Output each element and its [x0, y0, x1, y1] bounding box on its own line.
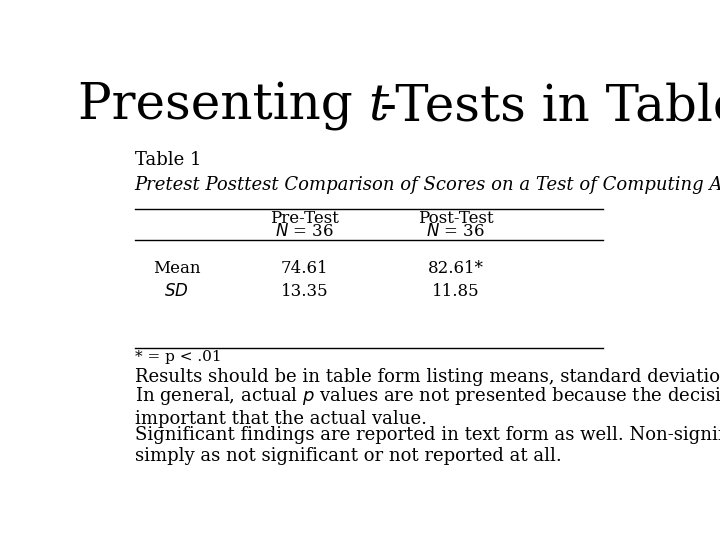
Text: t: t — [368, 82, 388, 131]
Text: Mean: Mean — [153, 260, 200, 277]
Text: $N$ = 36: $N$ = 36 — [275, 222, 334, 240]
Text: Post-Test: Post-Test — [418, 210, 493, 227]
Text: $SD$: $SD$ — [164, 283, 189, 300]
Text: 11.85: 11.85 — [432, 283, 480, 300]
Text: 13.35: 13.35 — [281, 283, 328, 300]
Text: In general, actual $p$ values are not presented because the decision level is mo: In general, actual $p$ values are not pr… — [135, 385, 720, 428]
Text: 82.61*: 82.61* — [428, 260, 483, 277]
Text: -Tests in Tables: -Tests in Tables — [380, 82, 720, 131]
Text: Pretest Posttest Comparison of Scores on a Test of Computing Area.: Pretest Posttest Comparison of Scores on… — [135, 177, 720, 194]
Text: 74.61: 74.61 — [281, 260, 328, 277]
Text: Presenting: Presenting — [78, 82, 369, 131]
Text: Significant findings are reported in text form as well. Non-significant results : Significant findings are reported in tex… — [135, 426, 720, 464]
Text: $N$ = 36: $N$ = 36 — [426, 222, 485, 240]
Text: Results should be in table form listing means, standard deviations, and sample s: Results should be in table form listing … — [135, 368, 720, 386]
Text: Pre-Test: Pre-Test — [271, 210, 339, 227]
Text: * = p < .01: * = p < .01 — [135, 350, 221, 364]
Text: Table 1: Table 1 — [135, 151, 201, 170]
